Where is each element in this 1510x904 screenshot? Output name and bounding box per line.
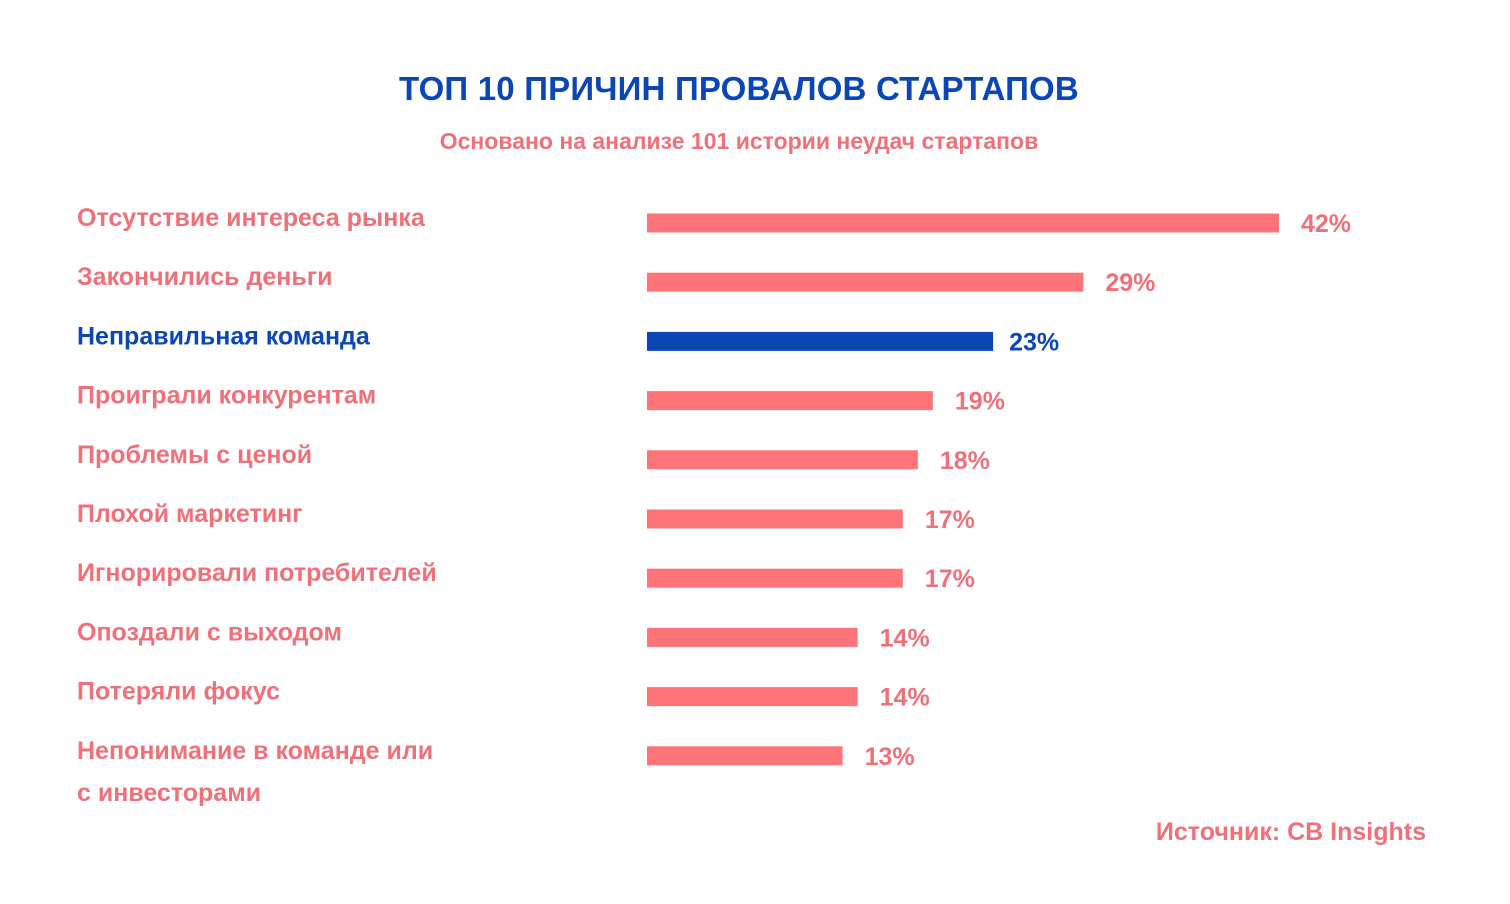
bar <box>647 687 858 707</box>
bar <box>647 213 1279 233</box>
value-label: 23% <box>1009 328 1059 356</box>
value-label: 14% <box>880 684 930 712</box>
category-label-line: Проблемы с ценой <box>77 441 312 469</box>
bar <box>647 391 933 411</box>
category-label: Опоздали с выходом <box>77 618 342 646</box>
value-label: 17% <box>925 506 975 534</box>
bars-layer: Отсутствие интереса рынка 42% Закончились … <box>77 204 1351 807</box>
value-label: 14% <box>880 624 930 652</box>
category-label-line: Непонимание в команде или <box>77 737 433 765</box>
category-label-line: Закончились деньги <box>77 263 333 291</box>
category-label-line: Игнорировали потребителей <box>77 559 437 587</box>
bar <box>647 509 903 529</box>
bar <box>647 746 843 766</box>
category-label-line: Проиграли конкурентам <box>77 382 376 410</box>
category-label-line: Опоздали с выходом <box>77 618 342 646</box>
chart-title: ТОП 10 ПРИЧИН ПРОВАЛОВ СТАРТАПОВ <box>399 70 1079 107</box>
bar <box>647 272 1084 292</box>
value-label: 19% <box>955 388 1005 416</box>
bar <box>647 627 858 647</box>
category-label: Отсутствие интереса рынка <box>77 204 426 232</box>
category-label-line: Плохой маркетинг <box>77 500 303 528</box>
category-label: Проиграли конкурентам <box>77 382 376 410</box>
bar <box>647 331 994 351</box>
chart-subtitle: Основано на анализе 101 истории неудач с… <box>439 128 1039 154</box>
category-label-line: Потеряли фокус <box>77 678 280 706</box>
bar <box>647 568 903 588</box>
category-label-line: Неправильная команда <box>77 322 371 350</box>
category-label: Неправильная команда <box>77 322 371 350</box>
category-label: Проблемы с ценой <box>77 441 312 469</box>
value-label: 29% <box>1105 269 1155 297</box>
source-note: Источник: CB Insights <box>1155 818 1426 846</box>
category-label: Игнорировали потребителей <box>77 559 437 587</box>
category-label: Потеряли фокус <box>77 678 280 706</box>
category-label: Плохой маркетинг <box>77 500 303 528</box>
category-label-line: Отсутствие интереса рынка <box>77 204 426 232</box>
value-label: 42% <box>1301 210 1351 238</box>
category-label-line: с инвесторами <box>77 779 261 807</box>
category-label: Непонимание в команде или с инвесторами <box>77 737 433 807</box>
category-label: Закончились деньги <box>77 263 333 291</box>
bar <box>647 450 918 470</box>
value-label: 17% <box>925 565 975 593</box>
value-label: 13% <box>865 743 915 771</box>
value-label: 18% <box>940 447 990 475</box>
